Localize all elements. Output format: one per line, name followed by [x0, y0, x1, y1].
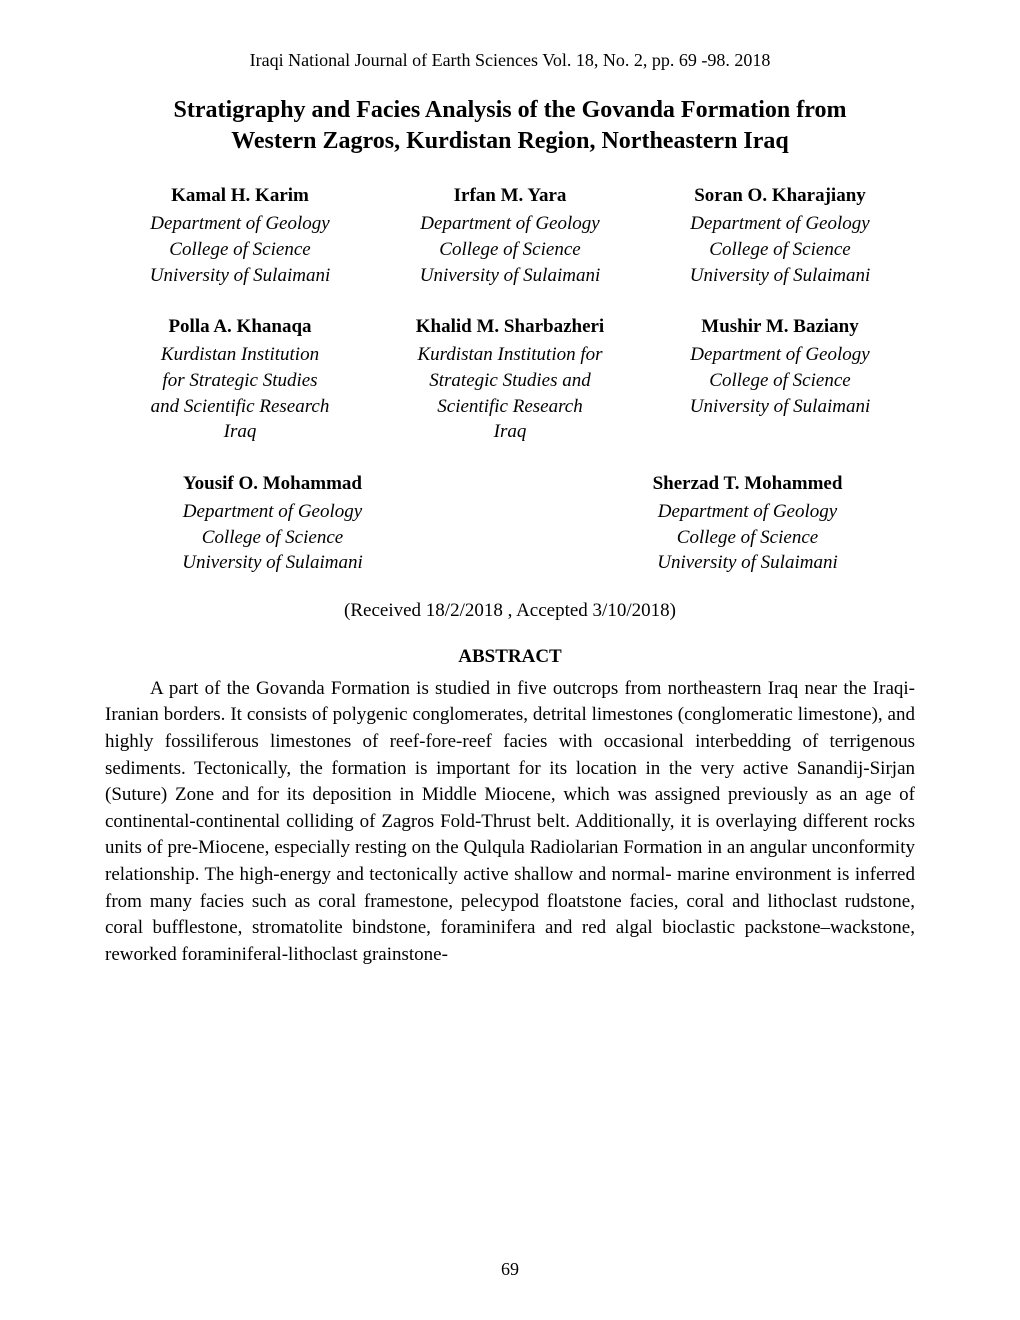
author-affiliation: Department of Geology College of Science… [580, 499, 915, 576]
affil-line: Department of Geology [420, 213, 599, 234]
author-block: Irfan M. Yara Department of Geology Coll… [375, 185, 645, 288]
author-affiliation: Department of Geology College of Science… [645, 342, 915, 419]
title-line-1: Stratigraphy and Facies Analysis of the … [174, 97, 847, 123]
author-name: Soran O. Kharajiany [645, 185, 915, 207]
paper-title: Stratigraphy and Facies Analysis of the … [105, 95, 915, 157]
abstract-body: A part of the Govanda Formation is studi… [105, 676, 915, 969]
affil-line: Iraq [224, 421, 257, 442]
affil-line: Department of Geology [690, 213, 869, 234]
author-name: Sherzad T. Mohammed [580, 473, 915, 495]
page-number: 69 [0, 1259, 1020, 1280]
author-name: Khalid M. Sharbazheri [375, 316, 645, 338]
affil-line: Scientific Research [437, 396, 582, 417]
authors-row-1: Kamal H. Karim Department of Geology Col… [105, 185, 915, 288]
affil-line: Department of Geology [183, 501, 362, 522]
author-name: Kamal H. Karim [105, 185, 375, 207]
affil-line: College of Science [202, 527, 343, 548]
authors-row-2: Polla A. Khanaqa Kurdistan Institution f… [105, 316, 915, 445]
author-affiliation: Kurdistan Institution for Strategic Stud… [375, 342, 645, 445]
affil-line: College of Science [709, 370, 850, 391]
journal-header: Iraqi National Journal of Earth Sciences… [105, 50, 915, 71]
affil-line: College of Science [169, 239, 310, 260]
affil-line: Department of Geology [658, 501, 837, 522]
affil-line: University of Sulaimani [690, 396, 870, 417]
author-block: Kamal H. Karim Department of Geology Col… [105, 185, 375, 288]
abstract-heading: ABSTRACT [105, 646, 915, 668]
title-line-2: Western Zagros, Kurdistan Region, Northe… [231, 128, 789, 154]
affil-line: Department of Geology [150, 213, 329, 234]
author-block: Khalid M. Sharbazheri Kurdistan Institut… [375, 316, 645, 445]
affil-line: University of Sulaimani [182, 552, 362, 573]
received-accepted-dates: (Received 18/2/2018 , Accepted 3/10/2018… [105, 600, 915, 622]
author-block: Soran O. Kharajiany Department of Geolog… [645, 185, 915, 288]
affil-line: Department of Geology [690, 344, 869, 365]
author-affiliation: Department of Geology College of Science… [375, 211, 645, 288]
affil-line: Iraq [494, 421, 527, 442]
author-block: Polla A. Khanaqa Kurdistan Institution f… [105, 316, 375, 445]
author-name: Polla A. Khanaqa [105, 316, 375, 338]
author-affiliation: Department of Geology College of Science… [105, 499, 440, 576]
author-block: Mushir M. Baziany Department of Geology … [645, 316, 915, 445]
affil-line: College of Science [677, 527, 818, 548]
authors-row-3: Yousif O. Mohammad Department of Geology… [105, 473, 915, 576]
affil-line: for Strategic Studies [162, 370, 317, 391]
affil-line: and Scientific Research [151, 396, 330, 417]
author-affiliation: Kurdistan Institution for Strategic Stud… [105, 342, 375, 445]
affil-line: College of Science [439, 239, 580, 260]
affil-line: University of Sulaimani [657, 552, 837, 573]
affil-line: University of Sulaimani [150, 265, 330, 286]
affil-line: Kurdistan Institution [161, 344, 319, 365]
affil-line: Kurdistan Institution for [417, 344, 602, 365]
author-name: Yousif O. Mohammad [105, 473, 440, 495]
affil-line: University of Sulaimani [420, 265, 600, 286]
author-affiliation: Department of Geology College of Science… [105, 211, 375, 288]
author-block: Yousif O. Mohammad Department of Geology… [105, 473, 440, 576]
author-name: Mushir M. Baziany [645, 316, 915, 338]
affil-line: University of Sulaimani [690, 265, 870, 286]
author-affiliation: Department of Geology College of Science… [645, 211, 915, 288]
author-block: Sherzad T. Mohammed Department of Geolog… [580, 473, 915, 576]
author-name: Irfan M. Yara [375, 185, 645, 207]
affil-line: College of Science [709, 239, 850, 260]
affil-line: Strategic Studies and [429, 370, 590, 391]
